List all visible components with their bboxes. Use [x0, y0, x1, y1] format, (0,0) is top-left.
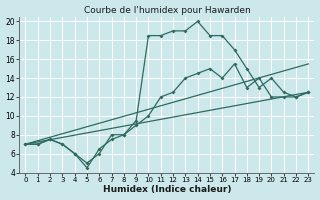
Title: Courbe de l'humidex pour Hawarden: Courbe de l'humidex pour Hawarden [84, 6, 250, 15]
X-axis label: Humidex (Indice chaleur): Humidex (Indice chaleur) [103, 185, 231, 194]
